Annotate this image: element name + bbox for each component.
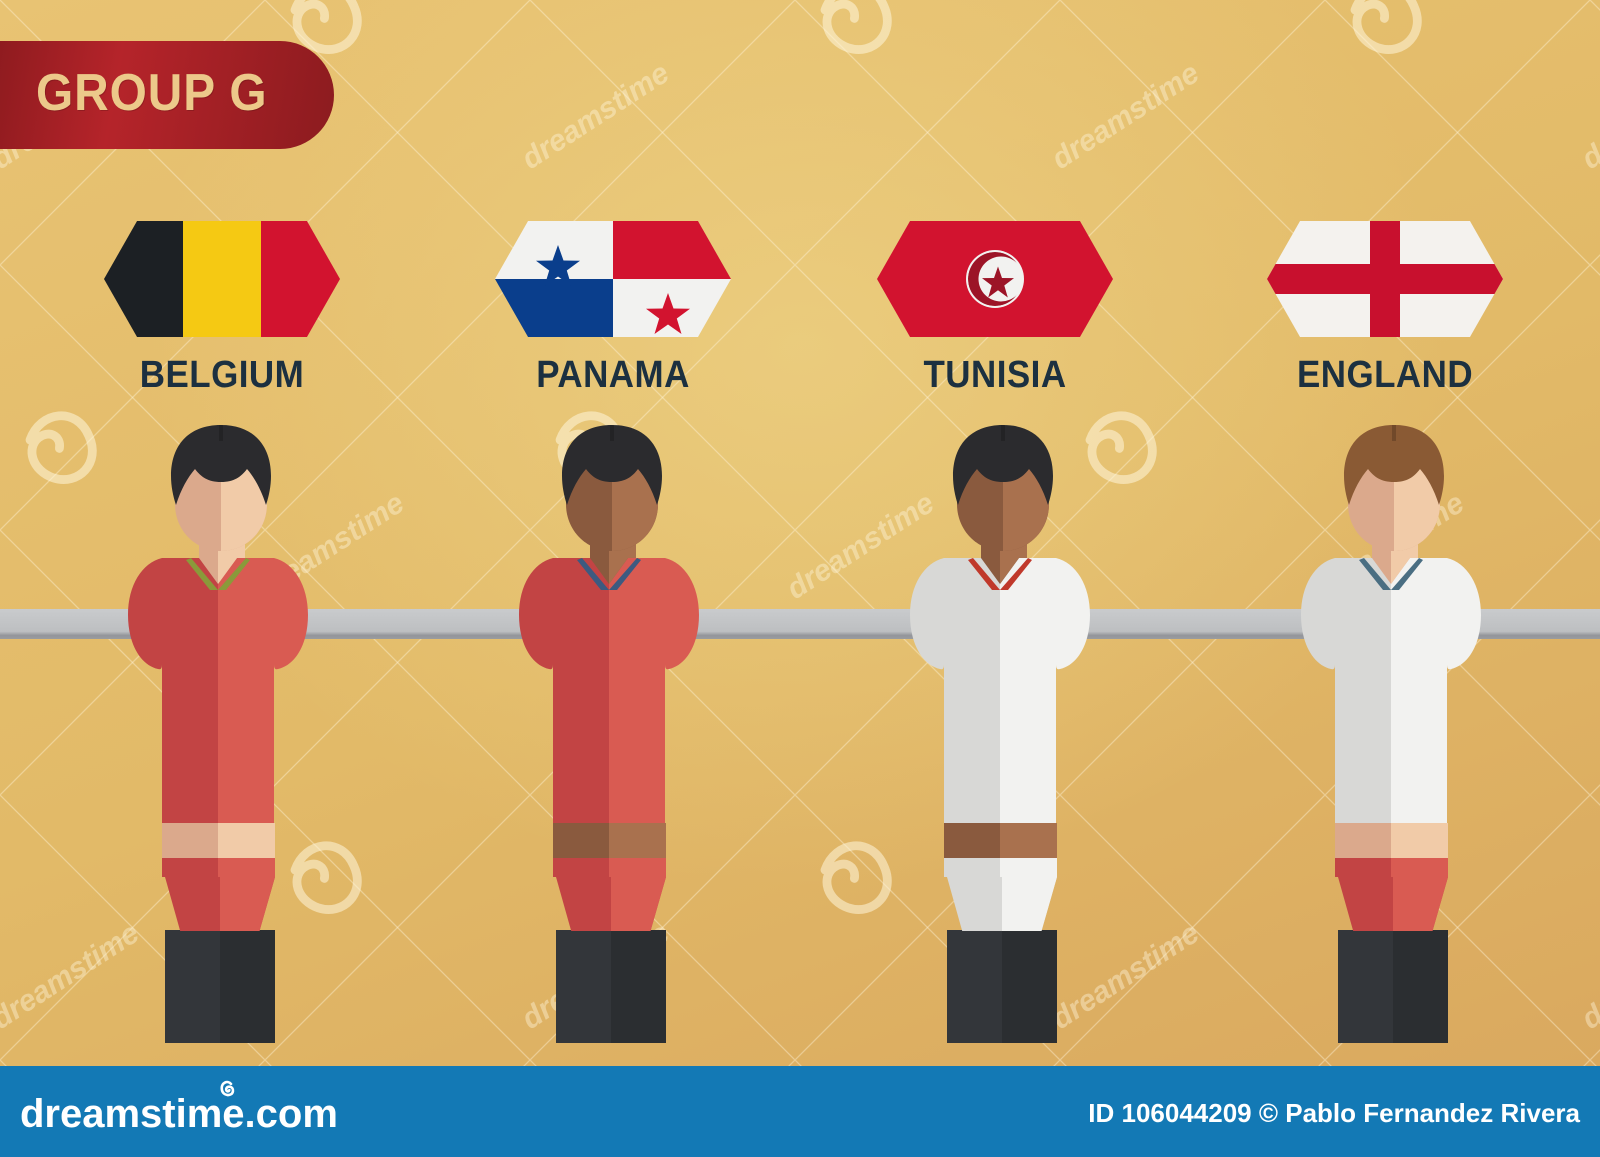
svg-text:dreamstime: dreamstime bbox=[1046, 56, 1205, 175]
svg-text:dreamstime: dreamstime bbox=[516, 56, 675, 175]
svg-text:dreamstime: dreamstime bbox=[1576, 916, 1600, 1035]
svg-text:dreamstime: dreamstime bbox=[1576, 56, 1600, 175]
